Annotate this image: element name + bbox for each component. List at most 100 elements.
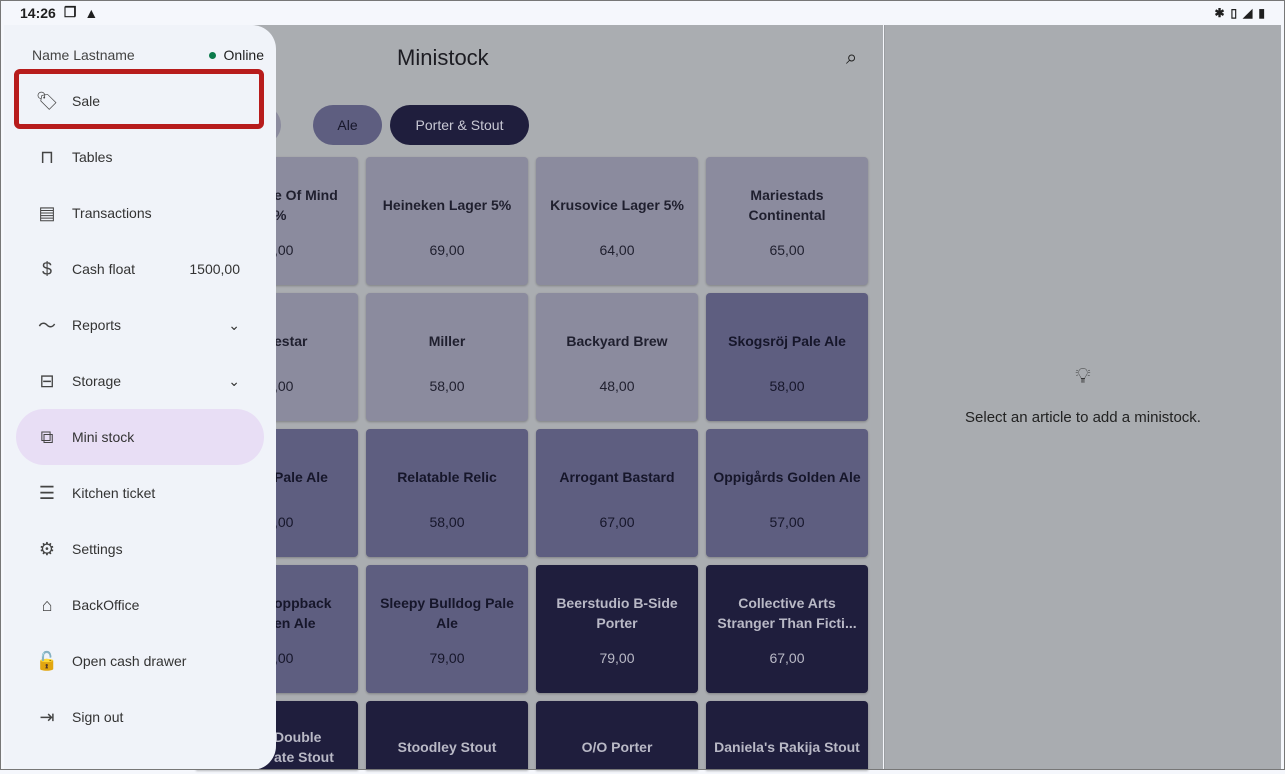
article-name: Backyard Brew <box>566 333 668 349</box>
nav-item-sign-out[interactable]: ⇥ Sign out <box>16 689 264 745</box>
trending-icon: 〜 <box>38 316 56 336</box>
article-tile[interactable]: Miller 58,00 <box>366 293 528 421</box>
nav-item-tables[interactable]: ⊓ Tables <box>16 129 264 185</box>
cash-float-value: 1500,00 <box>189 261 240 277</box>
article-tile[interactable]: Beerstudio B-Side Porter 79,00 <box>536 565 698 693</box>
article-tile[interactable]: Relatable Relic 58,00 <box>366 429 528 557</box>
article-price: 79,00 <box>429 650 465 666</box>
nav-item-reports[interactable]: 〜 Reports ⌄ <box>16 297 264 353</box>
dollar-icon: $ <box>41 258 52 279</box>
article-tile[interactable]: O/O Porter <box>536 701 698 770</box>
article-tile[interactable]: Stoodley Stout <box>366 701 528 770</box>
article-name: Daniela's Rakija Stout <box>714 739 860 755</box>
article-name: Beerstudio B-Side Porter <box>556 595 678 631</box>
nav-item-label: Sign out <box>72 709 124 725</box>
article-price: 58,00 <box>429 378 465 394</box>
gear-icon: ⚙ <box>38 538 56 559</box>
article-price: 48,00 <box>599 378 635 394</box>
article-name: Collective Arts Stranger Than Ficti... <box>717 595 857 631</box>
search-icon[interactable]: ⌕ <box>846 47 858 69</box>
chip-ale[interactable]: Ale <box>313 105 382 145</box>
article-tile[interactable]: Collective Arts Stranger Than Ficti... 67… <box>706 565 868 693</box>
online-label: Online <box>223 47 264 63</box>
store-icon: ⌂ <box>41 594 53 615</box>
nav-item-kitchen-ticket[interactable]: ☰ Kitchen ticket <box>16 465 264 521</box>
table-icon: ⊓ <box>39 146 55 167</box>
chip-label: Ale <box>337 117 358 133</box>
nav-item-label: Storage <box>72 373 122 389</box>
article-tile[interactable]: Arrogant Bastard 67,00 <box>536 429 698 557</box>
nav-item-backoffice[interactable]: ⌂ BackOffice <box>16 577 264 633</box>
article-tile[interactable]: Sleepy Bulldog Pale Ale 79,00 <box>366 565 528 693</box>
mini-stock-icon: ⧉ <box>40 426 54 447</box>
ticket-icon: ☰ <box>38 482 56 503</box>
lightbulb-icon: 💡︎ <box>1075 363 1091 388</box>
nav-item-label: Tables <box>72 149 113 165</box>
article-price: 67,00 <box>599 514 635 530</box>
navigation-drawer: Name Lastname Online 🏷 Sale ⊓ Tables ▤ Transa… <box>4 25 276 770</box>
nav-item-storage[interactable]: ⊟ Storage ⌄ <box>16 353 264 409</box>
nav-item-label: Cash float <box>72 261 136 277</box>
empty-message: Select an article to add a ministock. <box>965 409 1201 426</box>
nav-item-label: Reports <box>72 317 122 333</box>
article-name: Heineken Lager 5% <box>382 197 512 213</box>
nav-item-sale[interactable]: 🏷 Sale <box>16 73 264 129</box>
receipt-icon: ▤ <box>38 202 56 223</box>
nav-item-transactions[interactable]: ▤ Transactions <box>16 185 264 241</box>
article-price: ,00 <box>274 514 294 530</box>
nav-item-label: Open cash drawer <box>72 653 187 669</box>
article-price: ,00 <box>274 650 294 666</box>
nav-item-mini-stock[interactable]: ⧉ Mini stock <box>16 409 264 465</box>
nav-item-settings[interactable]: ⚙ Settings <box>16 521 264 577</box>
screen-icon: ❐ <box>63 4 77 20</box>
chip-porter-stout[interactable]: Porter & Stout <box>390 105 529 145</box>
nav-item-label: Transactions <box>72 205 152 221</box>
article-price: 58,00 <box>769 378 805 394</box>
chevron-down-icon[interactable]: ⌄ <box>228 372 240 389</box>
nav-item-label: BackOffice <box>72 597 140 613</box>
page-title: Ministock <box>397 45 489 70</box>
article-price: ,00 <box>274 378 294 394</box>
status-bar: 14:26 ❐ ▲ ✱ ▯ ◢ ▮ <box>0 0 1285 25</box>
nav-item-label: Kitchen ticket <box>72 485 156 501</box>
nav-item-label: Settings <box>72 541 123 557</box>
clock: 14:26 <box>20 4 56 21</box>
bluetooth-icon: ✱ <box>1214 5 1225 20</box>
article-tile[interactable]: Heineken Lager 5% 69,00 <box>366 157 528 285</box>
nav-item-label: Sale <box>72 93 101 109</box>
nav-item-open-cash-drawer[interactable]: 🔓 Open cash drawer <box>16 633 264 689</box>
vibrate-icon: ▯ <box>1230 5 1238 20</box>
article-price: 57,00 <box>769 514 805 530</box>
article-tile[interactable]: Skogsröj Pale Ale 58,00 <box>706 293 868 421</box>
article-name: e Of Mind % <box>274 187 338 223</box>
article-price: 69,00 <box>429 242 465 258</box>
article-name: Pale Ale <box>274 469 328 485</box>
online-status: Online <box>208 47 264 63</box>
unlock-icon: 🔓 <box>35 650 59 671</box>
article-price: 64,00 <box>599 242 635 258</box>
article-name: Oppigårds Golden Ale <box>713 469 861 485</box>
article-name: Skogsröj Pale Ale <box>728 333 846 349</box>
article-name: Stoodley Stout <box>397 739 497 755</box>
article-tile[interactable]: Mariestads Continental 65,00 <box>706 157 868 285</box>
article-price: 65,00 <box>769 242 805 258</box>
logout-icon: ⇥ <box>39 706 55 727</box>
article-name: Krusovice Lager 5% <box>550 197 684 213</box>
user-name: Name Lastname <box>32 47 135 63</box>
article-name: Arrogant Bastard <box>559 469 675 485</box>
article-tile[interactable]: Oppigårds Golden Ale 57,00 <box>706 429 868 557</box>
nav-item-label: Mini stock <box>72 429 135 445</box>
article-name: Relatable Relic <box>397 469 497 485</box>
chevron-down-icon[interactable]: ⌄ <box>228 316 240 333</box>
article-price: 58,00 <box>429 514 465 530</box>
article-tile[interactable]: Krusovice Lager 5% 64,00 <box>536 157 698 285</box>
highlight-box <box>14 69 264 129</box>
online-dot <box>208 51 216 59</box>
article-tile[interactable]: Daniela's Rakija Stout <box>706 701 868 770</box>
chip-label: Porter & Stout <box>415 117 504 133</box>
nav-item-cash-float[interactable]: $ Cash float 1500,00 <box>16 241 264 297</box>
article-name: O/O Porter <box>581 739 653 755</box>
article-tile[interactable]: Backyard Brew 48,00 <box>536 293 698 421</box>
article-name: Miller <box>428 333 466 349</box>
article-name: Mariestads Continental <box>748 187 826 223</box>
